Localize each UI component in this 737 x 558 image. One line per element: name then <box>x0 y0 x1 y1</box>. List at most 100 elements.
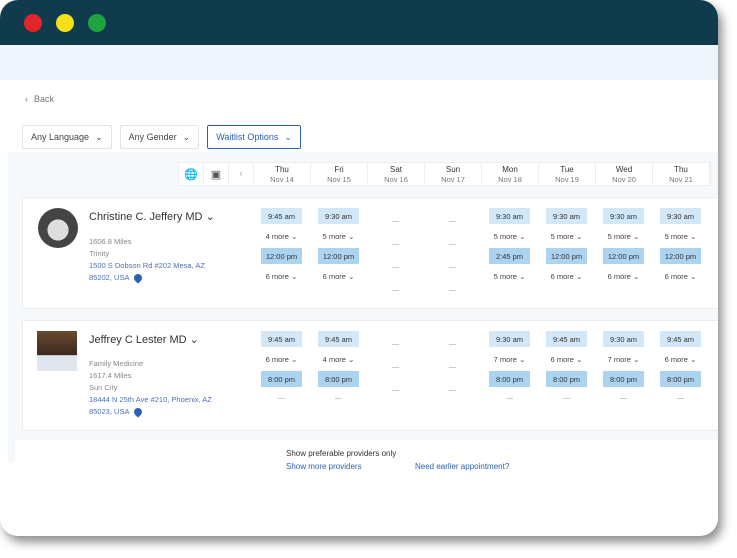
day-name: Sat <box>389 165 402 174</box>
no-slot-dash <box>278 398 285 399</box>
more-label: 5 more <box>322 231 346 241</box>
time-slot-button[interactable]: 12:00 pm <box>660 248 701 264</box>
gender-dropdown[interactable]: Any Gender ⌄ <box>119 125 200 149</box>
more-slots-toggle[interactable]: 5 more ⌄ <box>551 224 583 248</box>
more-slots-toggle[interactable]: 5 more ⌄ <box>494 264 526 288</box>
day-date: Nov 21 <box>669 175 693 184</box>
no-slot-dash <box>506 398 513 399</box>
more-label: 5 more <box>493 231 517 241</box>
time-slot-button[interactable]: 9:45 am <box>318 331 359 347</box>
more-label: 5 more <box>607 231 631 241</box>
time-slot-button[interactable]: 9:45 am <box>660 331 701 347</box>
address-line1[interactable]: 1500 S Dobson Rd #202 Mesa, AZ <box>89 261 205 270</box>
more-slots-toggle[interactable]: 5 more ⌄ <box>665 224 697 248</box>
time-slot-button[interactable]: 9:30 am <box>603 331 644 347</box>
time-slot-button[interactable]: 9:30 am <box>546 208 587 224</box>
time-slot-button[interactable]: 9:30 am <box>603 208 644 224</box>
more-slots-toggle[interactable]: 6 more ⌄ <box>551 264 583 288</box>
time-slot-button[interactable]: 12:00 pm <box>318 248 359 264</box>
need-earlier-appointment-link[interactable]: Need earlier appointment? <box>415 462 510 471</box>
chevron-down-icon: ⌄ <box>291 354 298 364</box>
day-column-header: Tue Nov 19 <box>539 163 596 185</box>
chevron-left-icon: ‹ <box>25 94 28 104</box>
back-link[interactable]: ‹ Back <box>25 94 54 104</box>
no-slot-dash <box>677 398 684 399</box>
time-slot-button[interactable]: 12:00 pm <box>261 248 302 264</box>
day-name: Wed <box>615 165 633 174</box>
day-header: 🌐 ▣ ‹ Thu Nov 14 Fri Nov 15 Sat Nov 16 Sun Nov … <box>178 162 711 186</box>
provider-name[interactable]: Christine C. Jeffery MD ⌄ <box>89 210 215 223</box>
more-slots-toggle[interactable]: 7 more ⌄ <box>494 347 526 371</box>
calendar-icon[interactable]: ▣ <box>204 163 229 185</box>
day-column-header: Mon Nov 18 <box>482 163 539 185</box>
address-line2[interactable]: 85023, USA <box>89 407 130 416</box>
more-label: 6 more <box>265 354 289 364</box>
time-slot-button[interactable]: 9:45 am <box>546 331 587 347</box>
title-bar <box>0 0 718 45</box>
more-slots-toggle[interactable]: 6 more ⌄ <box>266 347 298 371</box>
more-slots-toggle[interactable]: 4 more ⌄ <box>266 224 298 248</box>
more-slots-toggle[interactable]: 6 more ⌄ <box>266 264 298 288</box>
address-line1[interactable]: 18444 N 25th Ave #210, Phoenix, AZ <box>89 395 212 404</box>
more-slots-toggle[interactable]: 5 more ⌄ <box>323 224 355 248</box>
day-name: Mon <box>502 165 518 174</box>
chevron-down-icon: ⌄ <box>519 354 526 364</box>
more-slots-toggle[interactable]: 6 more ⌄ <box>665 264 697 288</box>
waitlist-dropdown[interactable]: Waitlist Options ⌄ <box>207 125 301 149</box>
more-slots-toggle[interactable]: 5 more ⌄ <box>608 224 640 248</box>
browser-window: ‹ Back Any Language ⌄ Any Gender ⌄ Waitlist… <box>0 0 718 471</box>
chevron-down-icon: ⌄ <box>291 271 298 281</box>
time-slot-button[interactable]: 2:45 pm <box>489 248 530 264</box>
time-slot-button[interactable]: 9:30 am <box>489 331 530 347</box>
time-slot-button[interactable]: 9:30 am <box>489 208 530 224</box>
close-window-button[interactable] <box>24 14 42 32</box>
chevron-down-icon: ⌄ <box>95 131 103 142</box>
more-slots-toggle[interactable]: 6 more ⌄ <box>551 347 583 371</box>
time-slot-button[interactable]: 8:00 pm <box>318 371 359 387</box>
time-slot-button[interactable]: 8:00 pm <box>660 371 701 387</box>
show-more-providers-link[interactable]: Show more providers <box>286 462 362 471</box>
address-line2[interactable]: 85202, USA <box>89 273 130 282</box>
no-slot-dash <box>449 344 456 345</box>
time-slot-button[interactable]: 8:00 pm <box>546 371 587 387</box>
no-slot-dash <box>449 244 456 245</box>
slot-column: 9:30 am 5 more ⌄ 12:00 pm 6 more ⌄ <box>310 208 367 288</box>
slot-column: 9:45 am 6 more ⌄ 8:00 pm <box>538 331 595 410</box>
time-slot-button[interactable]: 8:00 pm <box>489 371 530 387</box>
more-label: 6 more <box>664 271 688 281</box>
provider-name[interactable]: Jeffrey C Lester MD ⌄ <box>89 333 199 346</box>
time-slot-button[interactable]: 8:00 pm <box>603 371 644 387</box>
no-slot-dash <box>449 290 456 291</box>
show-preferable-toggle[interactable]: Show preferable providers only <box>286 449 397 458</box>
day-date: Nov 18 <box>498 175 522 184</box>
location: Trinity <box>89 249 110 258</box>
slot-column: 9:30 am 7 more ⌄ 8:00 pm <box>595 331 652 410</box>
map-pin-icon[interactable] <box>132 406 145 418</box>
provider-info: Family Medicine 1617.4 Miles Sun City 18… <box>89 358 212 418</box>
provider-name-text: Jeffrey C Lester MD <box>89 334 187 346</box>
time-slot-button[interactable]: 9:30 am <box>660 208 701 224</box>
minimize-window-button[interactable] <box>56 14 74 32</box>
time-slot-button[interactable]: 9:45 am <box>261 208 302 224</box>
slot-column: 9:30 am 5 more ⌄ 12:00 pm 6 more ⌄ <box>652 208 709 288</box>
time-slot-button[interactable]: 12:00 pm <box>546 248 587 264</box>
prev-week-button[interactable]: ‹ <box>229 163 254 185</box>
time-slot-button[interactable]: 12:00 pm <box>603 248 644 264</box>
globe-icon[interactable]: 🌐 <box>179 163 204 185</box>
time-slot-button[interactable]: 9:30 am <box>318 208 359 224</box>
more-slots-toggle[interactable]: 6 more ⌄ <box>323 264 355 288</box>
no-slot-dash <box>620 398 627 399</box>
more-slots-toggle[interactable]: 6 more ⌄ <box>608 264 640 288</box>
no-slot-dash <box>392 221 399 222</box>
chevron-down-icon: ⌄ <box>348 271 355 281</box>
time-slot-button[interactable]: 9:45 am <box>261 331 302 347</box>
maximize-window-button[interactable] <box>88 14 106 32</box>
language-dropdown[interactable]: Any Language ⌄ <box>22 125 112 149</box>
more-slots-toggle[interactable]: 7 more ⌄ <box>608 347 640 371</box>
more-slots-toggle[interactable]: 5 more ⌄ <box>494 224 526 248</box>
no-slot-dash <box>392 390 399 391</box>
more-slots-toggle[interactable]: 6 more ⌄ <box>665 347 697 371</box>
more-slots-toggle[interactable]: 4 more ⌄ <box>323 347 355 371</box>
time-slot-button[interactable]: 8:00 pm <box>261 371 302 387</box>
map-pin-icon[interactable] <box>132 272 145 284</box>
